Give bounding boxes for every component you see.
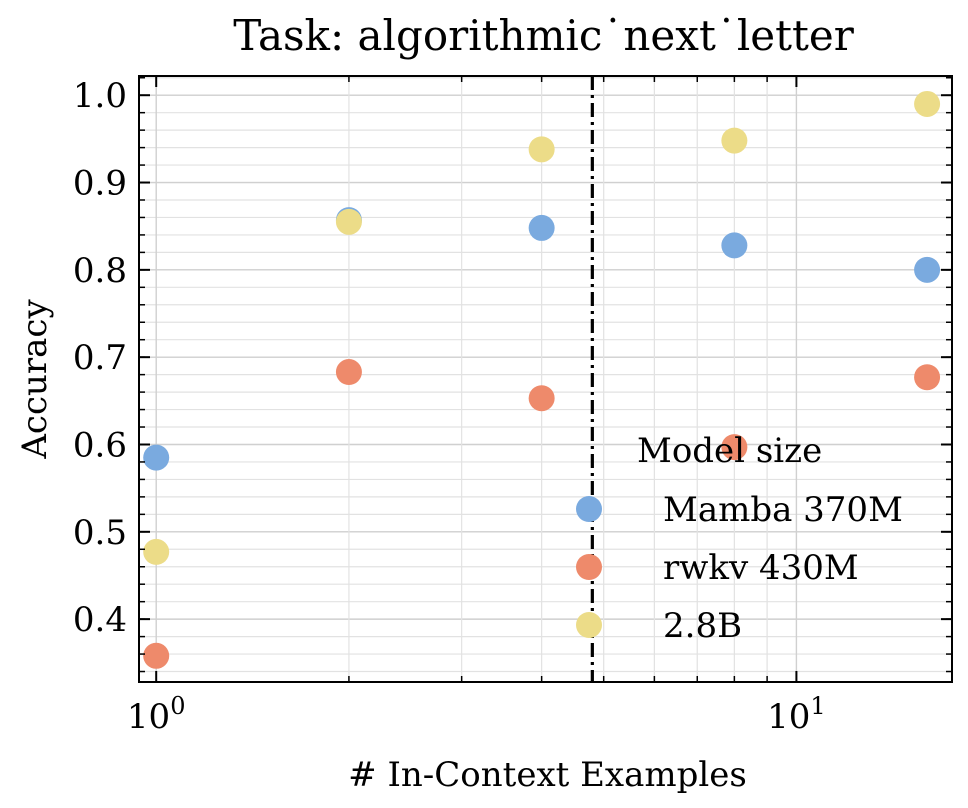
point-2-8b <box>914 90 941 117</box>
point-2-8b <box>335 208 362 235</box>
point-mamba-370m <box>914 256 941 283</box>
point-mamba-370m <box>721 232 748 259</box>
legend-label: Mamba 370M <box>663 490 903 530</box>
axis-ticks: 0.4 0.5 0.6 0.7 0.8 0.9 1.0 100 101 <box>73 76 952 737</box>
point-rwkv-430m <box>335 359 362 386</box>
legend-marker <box>576 612 602 638</box>
y-tick-label: 0.4 <box>73 600 127 640</box>
y-tick-label: 0.9 <box>73 164 127 204</box>
y-axis-label: Accuracy <box>15 299 55 460</box>
legend-label: 2.8B <box>663 606 742 646</box>
point-2-8b <box>528 136 555 163</box>
x-tick-label: 100 <box>127 692 186 737</box>
y-tick-label: 0.6 <box>73 425 127 465</box>
point-2-8b <box>143 538 170 565</box>
point-2-8b <box>721 127 748 154</box>
legend-marker <box>576 496 602 522</box>
point-rwkv-430m <box>528 385 555 412</box>
legend-label: rwkv 430M <box>663 548 859 588</box>
legend: Model size Mamba 370M rwkv 430M 2.8B <box>576 431 903 646</box>
point-rwkv-430m <box>143 642 170 669</box>
point-mamba-370m <box>528 214 555 241</box>
legend-marker <box>576 554 602 580</box>
grid <box>139 76 952 682</box>
y-tick-label: 0.8 <box>73 251 127 291</box>
data-points <box>143 90 941 669</box>
x-tick-label: 101 <box>767 692 826 737</box>
point-rwkv-430m <box>914 364 941 391</box>
point-rwkv-430m <box>721 434 748 461</box>
chart-title: Task: algorithmic˙next˙letter <box>233 11 855 60</box>
y-tick-label: 1.0 <box>73 76 127 116</box>
legend-title: Model size <box>637 431 822 471</box>
plot-frame <box>138 75 953 683</box>
x-axis-label: # In-Context Examples <box>348 755 747 795</box>
point-mamba-370m <box>143 444 170 471</box>
y-tick-label: 0.5 <box>73 513 127 553</box>
y-tick-label: 0.7 <box>73 338 127 378</box>
